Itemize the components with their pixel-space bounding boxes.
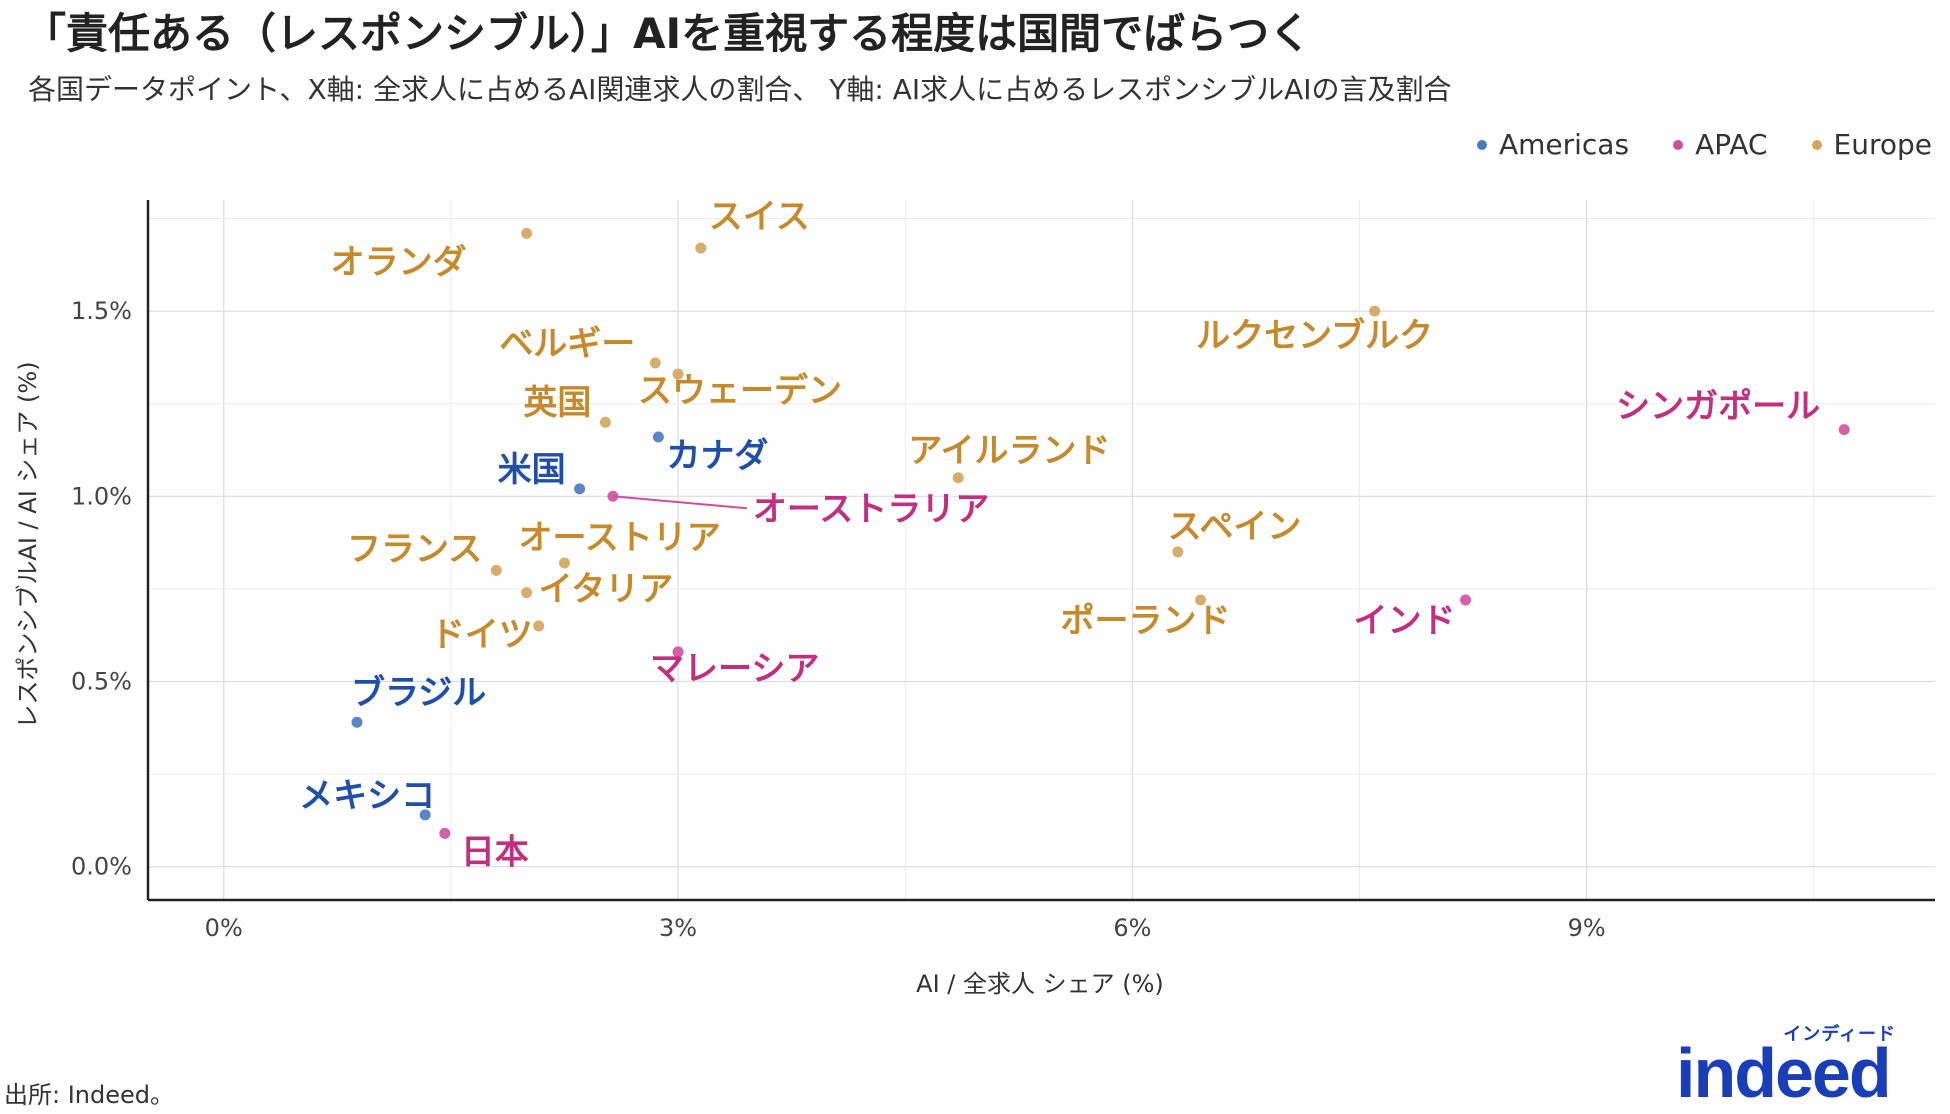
data-point	[419, 809, 431, 821]
logo-kana: インディード	[1783, 1024, 1896, 1045]
data-point	[672, 646, 684, 658]
data-point	[558, 557, 570, 569]
data-point	[521, 587, 533, 599]
legend-label-apac: APAC	[1695, 128, 1768, 161]
leader-line	[612, 495, 748, 510]
legend: Americas APAC Europe	[1447, 128, 1932, 161]
grid-lines	[148, 200, 1935, 900]
data-label: メキシコ	[299, 776, 435, 816]
label-leader-lines	[612, 495, 748, 510]
data-label: 日本	[461, 832, 529, 872]
axes	[146, 200, 1935, 902]
data-point	[1172, 546, 1184, 558]
legend-item-europe: Europe	[1811, 128, 1932, 161]
x-tick-label: 6%	[1113, 914, 1151, 942]
legend-marker-europe	[1811, 139, 1822, 150]
tick-labels: 0% 3% 6% 9% 0.0% 0.5% 1.0% 1.5%	[71, 297, 1606, 942]
data-point	[652, 431, 664, 443]
data-point	[1838, 424, 1850, 436]
x-axis-title: AI / 全求人 シェア (%)	[916, 970, 1164, 998]
data-point	[1460, 594, 1472, 606]
data-label: ポーランド	[1061, 601, 1231, 641]
data-point	[490, 564, 502, 576]
x-tick-label: 0%	[205, 914, 243, 942]
legend-item-apac: APAC	[1673, 128, 1768, 161]
data-point	[439, 827, 451, 839]
data-point	[695, 242, 707, 254]
data-point	[351, 716, 363, 728]
data-label: 英国	[523, 383, 591, 423]
data-points	[351, 227, 1850, 839]
data-label: イタリア	[539, 570, 674, 610]
data-label: シンガポール	[1616, 387, 1820, 427]
data-point	[1195, 594, 1207, 606]
data-label: フランス	[347, 529, 482, 569]
legend-label-americas: Americas	[1498, 128, 1630, 161]
y-tick-label: 0.0%	[71, 853, 132, 881]
data-label: スイス	[709, 197, 810, 237]
legend-label-europe: Europe	[1833, 128, 1932, 161]
logo-wordmark: indeed	[1676, 1034, 1892, 1112]
y-tick-label: 1.0%	[71, 482, 132, 510]
y-tick-label: 1.5%	[71, 297, 132, 325]
data-point	[521, 227, 533, 239]
data-label: カナダ	[666, 436, 768, 476]
data-point	[533, 620, 545, 632]
data-label: ドイツ	[431, 615, 533, 655]
legend-item-americas: Americas	[1476, 128, 1630, 161]
data-label: 米国	[498, 450, 566, 490]
chart-subtitle: 各国データポイント、X軸: 全求人に占めるAI関連求人の割合、 Y軸: AI求人…	[28, 73, 1452, 106]
data-point	[952, 472, 964, 484]
y-axis-title: レスポンシブルAI / AI シェア (%)	[14, 361, 42, 728]
data-label: ブラジル	[351, 673, 486, 713]
data-label: スペイン	[1168, 507, 1302, 547]
legend-marker-apac	[1673, 139, 1684, 150]
chart-title: 「責任ある（レスポンシブル）」AIを重視する程度は国間でばらつく	[24, 9, 1312, 58]
source-note: 出所: Indeed。	[4, 1081, 175, 1109]
data-label: ベルギー	[499, 324, 635, 364]
indeed-logo: インディード indeed	[1676, 1024, 1926, 1114]
data-label: オーストラリア	[753, 489, 989, 529]
data-point	[607, 490, 619, 502]
data-label: オーストリア	[518, 518, 720, 558]
data-label: ルクセンブルク	[1196, 316, 1433, 356]
data-point	[599, 416, 611, 428]
x-tick-label: 9%	[1568, 914, 1606, 942]
y-tick-label: 0.5%	[71, 667, 132, 695]
data-label: インド	[1354, 601, 1456, 641]
data-point	[672, 368, 684, 380]
data-label: オランダ	[331, 242, 467, 282]
data-point	[649, 357, 661, 369]
legend-marker-americas	[1476, 139, 1487, 150]
data-label: スウェーデン	[638, 371, 842, 411]
x-tick-label: 3%	[659, 914, 697, 942]
data-point	[574, 483, 586, 495]
data-label: マレーシア	[650, 649, 819, 689]
data-label: アイルランド	[908, 431, 1110, 471]
data-point	[1369, 305, 1381, 317]
